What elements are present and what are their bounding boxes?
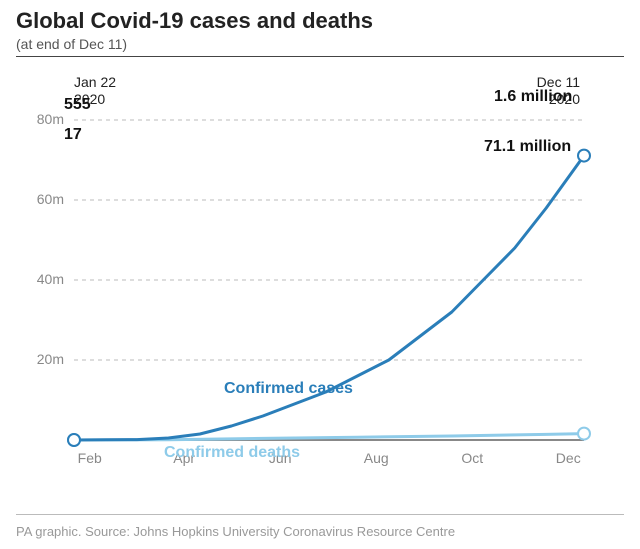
title-divider xyxy=(16,56,624,57)
x-tick-label: Oct xyxy=(461,450,483,466)
x-tick-label: Feb xyxy=(78,450,102,466)
cases-end-value: 71.1 million xyxy=(484,138,571,156)
deaths-series-label: Confirmed deaths xyxy=(164,444,300,462)
chart-subtitle: (at end of Dec 11) xyxy=(16,36,127,52)
plot-area: 20m40m60m80m FebAprJunAugOctDec 555 17 7… xyxy=(74,120,584,440)
bottom-divider xyxy=(16,514,624,515)
deaths-start-value: 17 xyxy=(64,126,82,144)
y-tick-label: 40m xyxy=(24,271,64,287)
cases-series-label: Confirmed cases xyxy=(224,380,353,398)
date-start-line1: Jan 22 xyxy=(74,74,116,91)
x-tick-label: Dec xyxy=(556,450,581,466)
source-text: PA graphic. Source: Johns Hopkins Univer… xyxy=(16,524,455,539)
chart-title: Global Covid-19 cases and deaths xyxy=(16,8,373,34)
cases-start-value: 555 xyxy=(64,96,91,114)
chart-container: Global Covid-19 cases and deaths (at end… xyxy=(0,0,640,549)
y-tick-label: 80m xyxy=(24,111,64,127)
deaths-end-value: 1.6 million xyxy=(494,88,572,106)
y-tick-label: 20m xyxy=(24,351,64,367)
x-tick-label: Aug xyxy=(364,450,389,466)
y-tick-label: 60m xyxy=(24,191,64,207)
